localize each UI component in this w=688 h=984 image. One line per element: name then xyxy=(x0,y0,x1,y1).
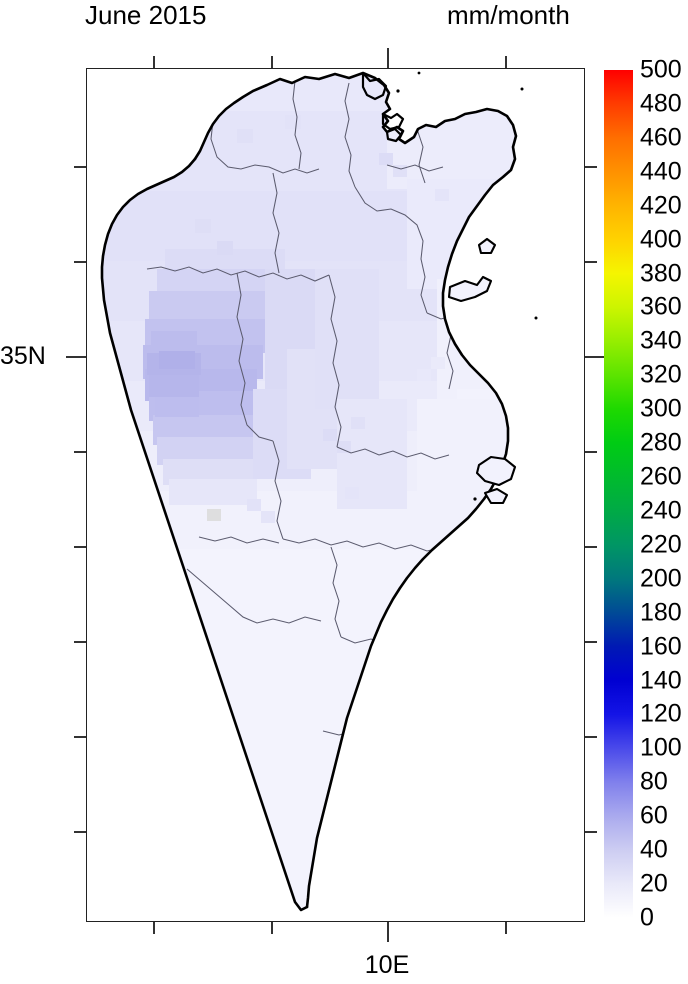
map-panel xyxy=(86,68,585,922)
colorbar-tick-460: 460 xyxy=(640,123,682,152)
tick-left-5 xyxy=(74,641,86,643)
colorbar-tick-180: 180 xyxy=(640,598,682,627)
colorbar-tick-40: 40 xyxy=(640,835,668,864)
tick-right-2 xyxy=(585,261,597,263)
tick-left-4 xyxy=(74,546,86,548)
tick-left-1 xyxy=(74,166,86,168)
tick-bottom-1 xyxy=(153,922,155,934)
colorbar-tick-80: 80 xyxy=(640,767,668,796)
figure-units-label: mm/month xyxy=(447,0,570,30)
tick-left-2 xyxy=(74,261,86,263)
colorbar-tick-100: 100 xyxy=(640,733,682,762)
colorbar-tick-340: 340 xyxy=(640,326,682,355)
offshore-dots xyxy=(396,71,538,501)
map-svg xyxy=(87,69,583,920)
national-border xyxy=(100,71,518,912)
colorbar-tick-160: 160 xyxy=(640,632,682,661)
tick-right-3 xyxy=(585,451,597,453)
colorbar-tick-400: 400 xyxy=(640,225,682,254)
tick-right-4 xyxy=(585,546,597,548)
colorbar-tick-140: 140 xyxy=(640,666,682,695)
tick-right-7 xyxy=(585,831,597,833)
colorbar-tick-420: 420 xyxy=(640,191,682,220)
islands xyxy=(447,237,517,505)
colorbar-tick-120: 120 xyxy=(640,699,682,728)
tick-right-1 xyxy=(585,166,597,168)
axis-label-lon-10e: 10E xyxy=(364,951,410,979)
colorbar-tick-500: 500 xyxy=(640,55,682,84)
tick-right-6 xyxy=(585,736,597,738)
axis-label-lat-35n: 35N xyxy=(0,342,46,370)
tick-left-major xyxy=(66,356,86,358)
colorbar-tick-360: 360 xyxy=(640,292,682,321)
colorbar xyxy=(604,70,633,918)
tick-top-2 xyxy=(271,56,273,68)
tick-bottom-4 xyxy=(505,922,507,934)
colorbar-tick-280: 280 xyxy=(640,428,682,457)
colorbar-tick-480: 480 xyxy=(640,89,682,118)
colorbar-tick-320: 320 xyxy=(640,360,682,389)
tick-top-1 xyxy=(153,56,155,68)
colorbar-tick-220: 220 xyxy=(640,530,682,559)
tick-bottom-major xyxy=(387,922,389,942)
figure-title: June 2015 xyxy=(85,0,207,30)
tick-bottom-2 xyxy=(271,922,273,934)
colorbar-tick-380: 380 xyxy=(640,259,682,288)
tick-top-4 xyxy=(505,56,507,68)
tick-left-6 xyxy=(74,736,86,738)
colorbar-tick-0: 0 xyxy=(640,903,654,932)
colorbar-gradient xyxy=(604,70,633,918)
tick-left-3 xyxy=(74,451,86,453)
tick-top-major xyxy=(387,48,389,68)
colorbar-tick-200: 200 xyxy=(640,564,682,593)
tick-right-5 xyxy=(585,641,597,643)
colorbar-tick-240: 240 xyxy=(640,496,682,525)
colorbar-tick-260: 260 xyxy=(640,462,682,491)
coastline-detail xyxy=(361,71,405,143)
colorbar-tick-20: 20 xyxy=(640,869,668,898)
colorbar-tick-440: 440 xyxy=(640,157,682,186)
tick-right-major xyxy=(585,356,605,358)
colorbar-tick-300: 300 xyxy=(640,394,682,423)
colorbar-tick-60: 60 xyxy=(640,801,668,830)
tick-left-7 xyxy=(74,831,86,833)
